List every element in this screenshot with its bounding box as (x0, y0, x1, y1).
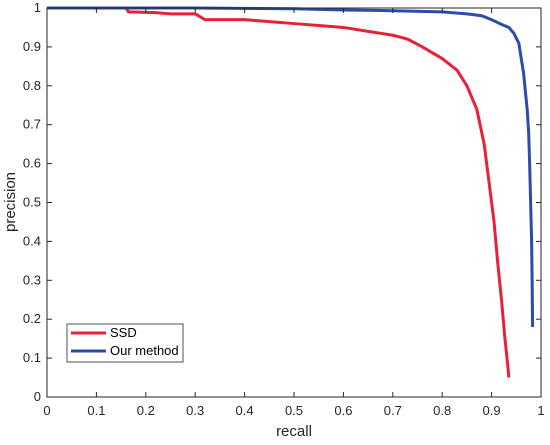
x-tick-label: 0.6 (334, 403, 352, 418)
x-tick-label: 0 (43, 403, 50, 418)
legend-label-our-method: Our method (110, 343, 179, 358)
x-tick-label: 0.1 (87, 403, 105, 418)
x-tick-label: 0.8 (433, 403, 451, 418)
y-tick-label: 0.5 (23, 195, 41, 210)
y-tick-label: 0 (34, 389, 41, 404)
x-tick-label: 0.9 (483, 403, 501, 418)
x-axis-label: recall (276, 423, 312, 440)
y-axis-label: precision (2, 172, 19, 232)
y-tick-label: 0.7 (23, 117, 41, 132)
y-tick-label: 1 (34, 0, 41, 15)
y-tick-label: 0.3 (23, 272, 41, 287)
x-tick-label: 0.7 (384, 403, 402, 418)
y-axis-ticks: 0 0.1 0.2 0.3 0.4 0.5 0.6 0.7 0.8 0.9 1 (23, 0, 541, 404)
series-layer (47, 6, 535, 378)
x-tick-label: 1 (537, 403, 544, 418)
y-tick-label: 0.1 (23, 350, 41, 365)
legend: SSD Our method (66, 323, 184, 363)
legend-box (66, 323, 184, 363)
x-tick-label: 0.3 (186, 403, 204, 418)
x-tick-label: 0.5 (285, 403, 303, 418)
series-line-ssd (47, 6, 511, 378)
y-tick-label: 0.4 (23, 233, 41, 248)
legend-label-ssd: SSD (110, 325, 137, 340)
x-tick-label: 0.2 (137, 403, 155, 418)
y-tick-label: 0.2 (23, 311, 41, 326)
x-axis-ticks: 0 0.1 0.2 0.3 0.4 0.5 0.6 0.7 0.8 0.9 1 (43, 8, 545, 418)
x-tick-label: 0.4 (236, 403, 254, 418)
y-tick-label: 0.9 (23, 39, 41, 54)
y-tick-label: 0.6 (23, 156, 41, 171)
y-tick-label: 0.8 (23, 78, 41, 93)
series-line-our-method (47, 6, 535, 327)
